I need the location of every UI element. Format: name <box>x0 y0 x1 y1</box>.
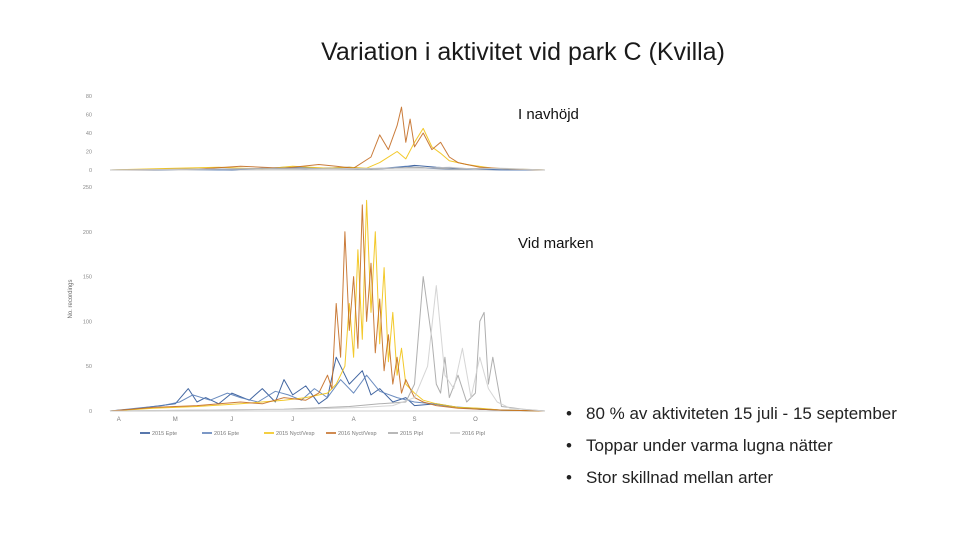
x-tick-label: J <box>291 417 294 423</box>
x-tick-label: J <box>230 417 233 423</box>
legend-label: 2016 Pipl <box>462 431 485 437</box>
chart-legend: 2015 Epte 2016 Epte 2015 Nyct/Vesp 2016 Nyc… <box>140 431 485 437</box>
bullet-text: Toppar under varma lugna nätter <box>586 436 833 455</box>
chart-panel-1: 0 20 40 60 80 <box>86 94 546 174</box>
bullet-icon: • <box>566 436 572 455</box>
y-tick-label: 200 <box>83 230 92 236</box>
series-line <box>109 356 546 412</box>
y-tick-label: 20 <box>86 150 92 156</box>
y-tick-label: 40 <box>86 131 92 137</box>
activity-chart: 0 20 40 60 80 0 50 100 150 200 250 No. recordings A M… <box>68 94 546 437</box>
bullet-icon: • <box>566 468 572 487</box>
series-line <box>109 106 546 171</box>
x-tick-label: A <box>352 417 356 423</box>
panel-label-ground: Vid marken <box>518 235 594 252</box>
y-tick-label: 150 <box>83 275 92 281</box>
y-tick-label: 80 <box>86 94 92 100</box>
y-tick-label: 60 <box>86 113 92 119</box>
bullet-icon: • <box>566 404 572 423</box>
legend-label: 2015 Nyct/Vesp <box>276 431 315 437</box>
y-tick-label: 250 <box>83 185 92 191</box>
bullet-text: Stor skillnad mellan arter <box>586 468 774 487</box>
x-tick-label: O <box>473 417 478 423</box>
series-line <box>109 285 546 412</box>
chart-panel-2: 0 50 100 150 200 250 No. recordings A M J J A S O <box>68 185 546 423</box>
legend-label: 2016 Epte <box>214 431 239 437</box>
series-line <box>109 199 546 412</box>
panel-label-nacelle: I navhöjd <box>518 106 579 123</box>
series-line <box>109 127 546 171</box>
bullet-text: 80 % av aktiviteten 15 juli - 15 septemb… <box>586 404 897 423</box>
slide-title: Variation i aktivitet vid park C (Kvilla… <box>321 38 725 66</box>
series-line <box>109 374 546 412</box>
series-line <box>109 204 546 412</box>
x-tick-label: M <box>173 417 178 423</box>
y-axis-label: No. recordings <box>68 279 74 318</box>
x-tick-label: A <box>117 417 121 423</box>
legend-label: 2015 Epte <box>152 431 177 437</box>
y-tick-label: 0 <box>89 409 92 415</box>
series-line <box>109 276 546 412</box>
series-line <box>109 166 546 171</box>
legend-label: 2016 Nyct/Vesp <box>338 431 377 437</box>
x-tick-label: S <box>412 417 416 423</box>
bullet-item: • Stor skillnad mellan arter <box>566 465 897 497</box>
bullet-item: • 80 % av aktiviteten 15 juli - 15 septem… <box>566 401 897 433</box>
legend-label: 2015 Pipl <box>400 431 423 437</box>
bullet-list: • 80 % av aktiviteten 15 juli - 15 septem… <box>566 401 897 497</box>
y-tick-label: 0 <box>89 168 92 174</box>
y-tick-label: 100 <box>83 319 92 325</box>
bullet-item: • Toppar under varma lugna nätter <box>566 433 897 465</box>
y-tick-label: 50 <box>86 364 92 370</box>
